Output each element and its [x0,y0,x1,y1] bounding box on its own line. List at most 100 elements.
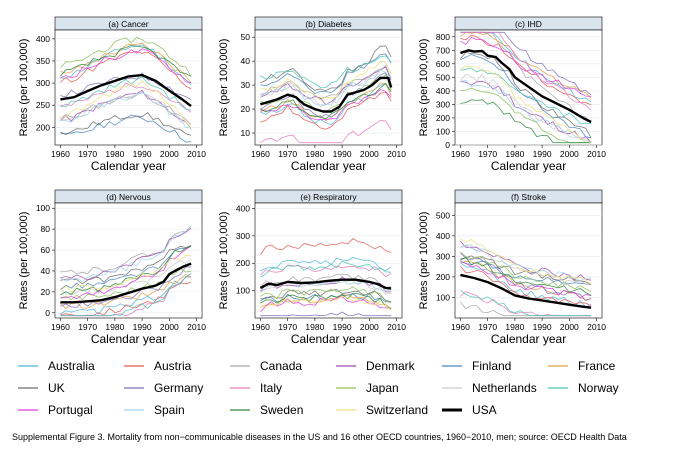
y-tick-label: 300 [436,251,450,261]
panel-3: (c) IHD 0 100 200 300 400 500 600 700 800 1960 1970… [418,16,606,173]
series-line-switzerland [60,80,192,128]
x-tick-label: 1980 [505,149,524,159]
series-line-austria [260,237,392,256]
series-line-italy [260,120,392,144]
x-tick-label: 1990 [533,322,552,332]
x-tick-label: 2010 [387,322,406,332]
y-axis-label: Rates (per 100,000) [218,39,230,137]
y-tick-label: 100 [36,203,50,213]
y-tick-label: 0 [45,308,50,318]
panel-6: (f) Stroke 100 200 300 400 500 1960 1970 1980 199… [418,189,606,346]
x-axis-label: Calendar year [491,332,566,346]
series-line-norway [460,67,592,124]
figure-caption: Supplemental Figure 3. Mortality from no… [12,432,627,442]
series-line-austria [60,51,192,90]
x-tick-label: 2000 [160,149,179,159]
series-line-spain [60,225,192,282]
series-line-denmark [460,80,592,143]
y-tick-label: 500 [436,210,450,220]
x-axis-label: Calendar year [291,332,366,346]
legend-label: Netherlands [472,381,537,395]
series-line-netherlands [260,64,392,107]
panel-title: (a) Cancer [108,19,148,29]
x-tick-label: 2000 [160,322,179,332]
x-axis-label: Calendar year [91,159,166,173]
series-line-finland [460,260,592,285]
y-tick-label: 40 [241,56,251,66]
y-tick-label: 0 [445,140,450,150]
series-line-usa [259,278,392,290]
x-tick-label: 1980 [305,322,324,332]
legend-label: Spain [154,403,185,417]
x-axis-label: Calendar year [491,159,566,173]
y-tick-label: 600 [436,59,450,69]
x-tick-label: 1980 [105,322,124,332]
x-tick-label: 2000 [560,322,579,332]
x-tick-label: 1980 [105,149,124,159]
legend-label: Sweden [260,403,303,417]
x-tick-label: 2010 [587,322,606,332]
y-tick-label: 400 [236,203,250,213]
series-line-switzerland [60,254,192,293]
y-tick-label: 500 [436,72,450,82]
y-tick-label: 400 [436,86,450,96]
series-line-japan [260,286,392,304]
series-line-usa [260,76,393,113]
legend-label: Denmark [366,359,416,373]
y-tick-label: 40 [41,266,51,276]
y-tick-label: 60 [41,245,51,255]
legend-label: Canada [260,359,302,373]
series-line-uk [60,111,192,136]
series-line-usa [60,73,192,108]
y-tick-label: 400 [436,231,450,241]
x-tick-label: 1960 [451,322,470,332]
series-line-portugal [60,48,192,84]
y-tick-label: 700 [436,45,450,55]
legend-label: Norway [578,381,619,395]
y-tick-label: 20 [41,287,51,297]
series-line-norway [260,55,392,89]
series-line-sweden [60,44,192,77]
series-line-austria [260,91,392,130]
series-line-switzerland [460,238,592,285]
panel-title: (f) Stroke [511,192,546,202]
series-line-australia [260,257,392,272]
x-tick-label: 2010 [387,149,406,159]
y-tick-label: 200 [436,272,450,282]
y-axis-label: Rates (per 100,000) [18,212,30,310]
y-tick-label: 300 [236,231,250,241]
series-line-switzerland [460,65,592,144]
x-tick-label: 2010 [587,149,606,159]
x-tick-label: 1960 [451,149,470,159]
x-tick-label: 1990 [333,149,352,159]
series-line-finland [60,244,192,290]
series-line-switzerland [260,295,392,311]
series-line-france [260,294,392,310]
x-tick-label: 1970 [78,149,97,159]
x-tick-label: 1970 [278,149,297,159]
y-tick-label: 300 [36,78,50,88]
x-tick-label: 1960 [51,322,70,332]
x-tick-label: 2010 [187,149,206,159]
series-line-japan [460,251,592,293]
series-line-norway [60,272,192,317]
y-axis-label: Rates (per 100,000) [418,212,430,310]
y-tick-label: 100 [436,126,450,136]
y-tick-label: 200 [436,113,450,123]
y-tick-label: 100 [436,292,450,302]
x-tick-label: 1990 [533,149,552,159]
x-tick-label: 1990 [333,322,352,332]
legend-label: Japan [366,381,399,395]
plot-area [254,202,403,319]
y-tick-label: 300 [436,99,450,109]
x-tick-label: 1970 [478,322,497,332]
series-line-usa [460,49,592,124]
panel-1: (a) Cancer 200 250 300 350 400 1960 1970 1980 199… [18,16,206,173]
legend-label: Austria [154,359,192,373]
x-tick-label: 1980 [305,149,324,159]
series-line-usa [460,273,592,309]
legend-label: Finland [472,359,511,373]
series-line-finland [460,53,592,139]
x-tick-label: 2000 [560,149,579,159]
